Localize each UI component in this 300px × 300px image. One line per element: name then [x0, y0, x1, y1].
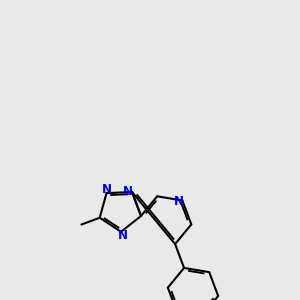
Text: N: N	[122, 185, 133, 198]
Text: N: N	[118, 229, 128, 242]
Text: N: N	[101, 183, 112, 196]
Text: N: N	[174, 195, 184, 208]
